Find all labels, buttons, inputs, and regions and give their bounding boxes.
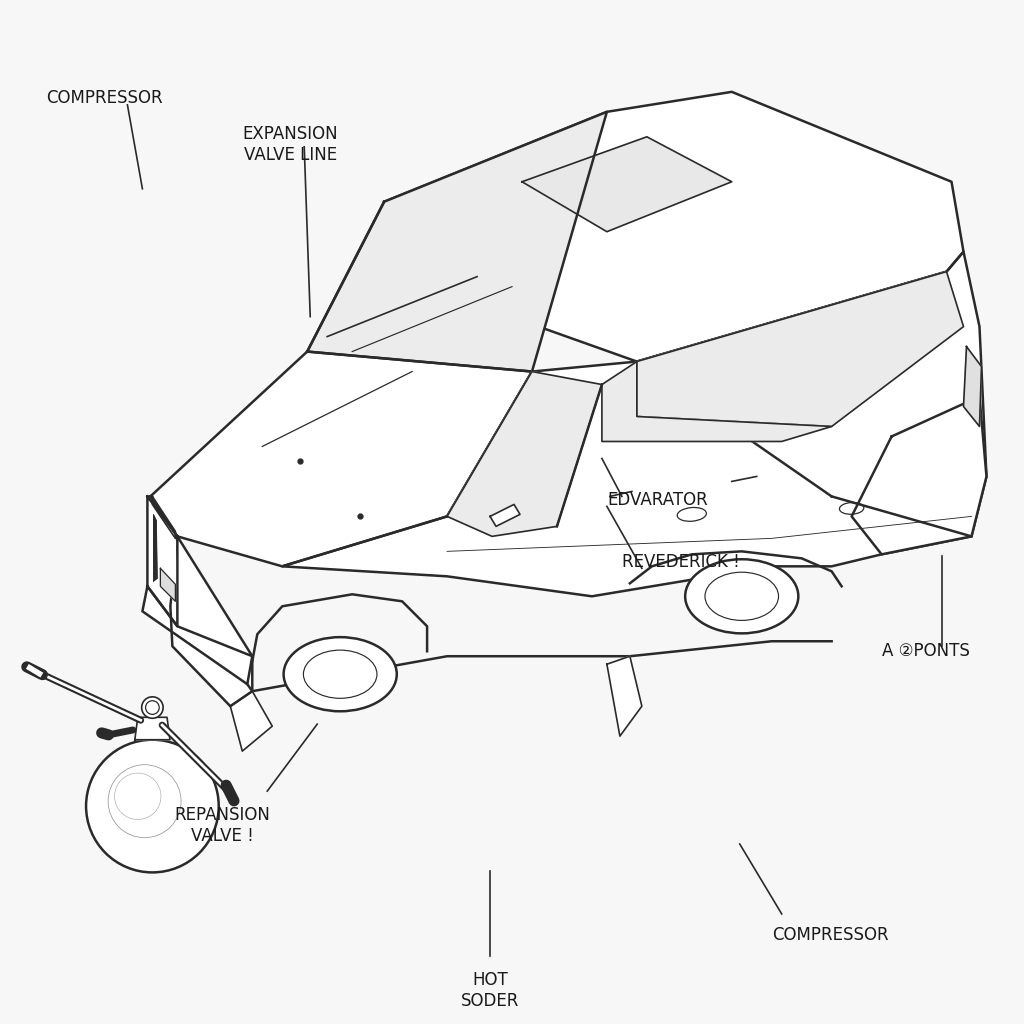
Ellipse shape — [685, 559, 799, 634]
Text: REPANSION
VALVE !: REPANSION VALVE ! — [174, 806, 270, 845]
Polygon shape — [151, 351, 532, 566]
Polygon shape — [490, 505, 520, 526]
Text: HOT
SODER: HOT SODER — [461, 971, 519, 1010]
Polygon shape — [852, 396, 986, 554]
Polygon shape — [283, 252, 986, 596]
Polygon shape — [135, 717, 170, 739]
Polygon shape — [153, 508, 175, 587]
Polygon shape — [522, 137, 732, 231]
Text: A ②PONTS: A ②PONTS — [882, 642, 970, 660]
Polygon shape — [142, 587, 252, 684]
Ellipse shape — [284, 637, 396, 712]
Ellipse shape — [86, 739, 219, 872]
Polygon shape — [161, 568, 175, 601]
Polygon shape — [447, 372, 602, 537]
Polygon shape — [607, 656, 642, 736]
Polygon shape — [637, 271, 964, 426]
Polygon shape — [602, 361, 831, 441]
Text: EXPANSION
VALVE LINE: EXPANSION VALVE LINE — [243, 125, 338, 164]
Text: REVEDERICK !: REVEDERICK ! — [622, 553, 739, 571]
Polygon shape — [230, 691, 272, 752]
Polygon shape — [147, 497, 177, 627]
Text: EDVARATOR: EDVARATOR — [607, 492, 708, 509]
Polygon shape — [964, 346, 981, 426]
Text: COMPRESSOR: COMPRESSOR — [772, 926, 889, 944]
Ellipse shape — [141, 696, 163, 718]
Polygon shape — [384, 92, 964, 361]
Text: COMPRESSOR: COMPRESSOR — [46, 89, 163, 106]
Polygon shape — [170, 537, 252, 707]
Polygon shape — [307, 112, 607, 372]
